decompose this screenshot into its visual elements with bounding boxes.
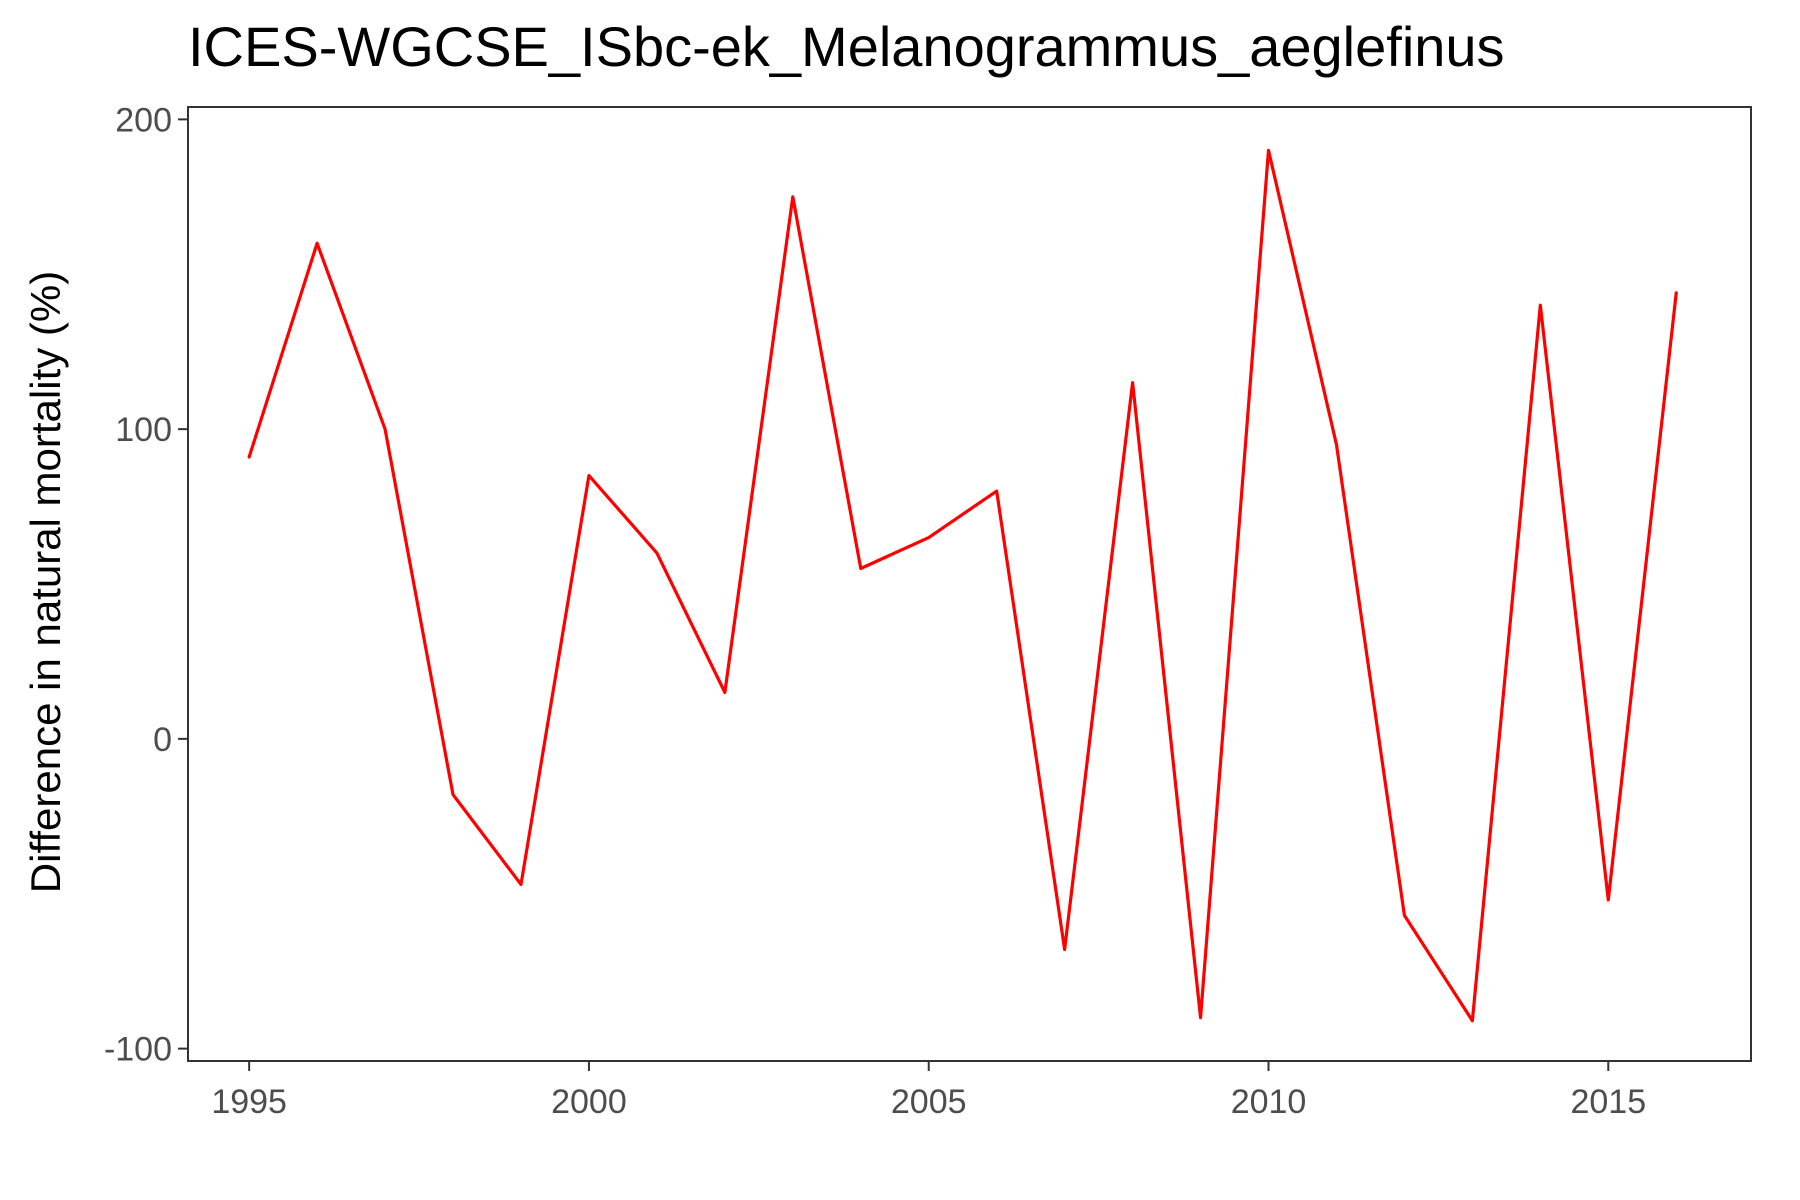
y-tick-label: -100 xyxy=(104,1031,172,1069)
x-tick-label: 1995 xyxy=(211,1083,287,1121)
chart-title: ICES-WGCSE_ISbc-ek_Melanogrammus_aeglefi… xyxy=(188,15,1505,78)
y-tick-label: 0 xyxy=(153,721,172,759)
x-axis: 1995 2000 2005 2010 2015 xyxy=(211,1061,1646,1121)
x-tick-label: 2015 xyxy=(1570,1083,1646,1121)
y-axis-label: Difference in natural mortality (%) xyxy=(22,271,69,893)
y-axis: -100 0 100 200 xyxy=(104,101,188,1069)
x-tick-label: 2005 xyxy=(891,1083,967,1121)
series-line xyxy=(247,148,1678,1023)
y-tick-label: 100 xyxy=(115,411,172,449)
x-tick-label: 2000 xyxy=(551,1083,627,1121)
y-tick-label: 200 xyxy=(115,101,172,139)
plot-panel xyxy=(187,106,1752,1062)
x-tick-label: 2010 xyxy=(1231,1083,1307,1121)
